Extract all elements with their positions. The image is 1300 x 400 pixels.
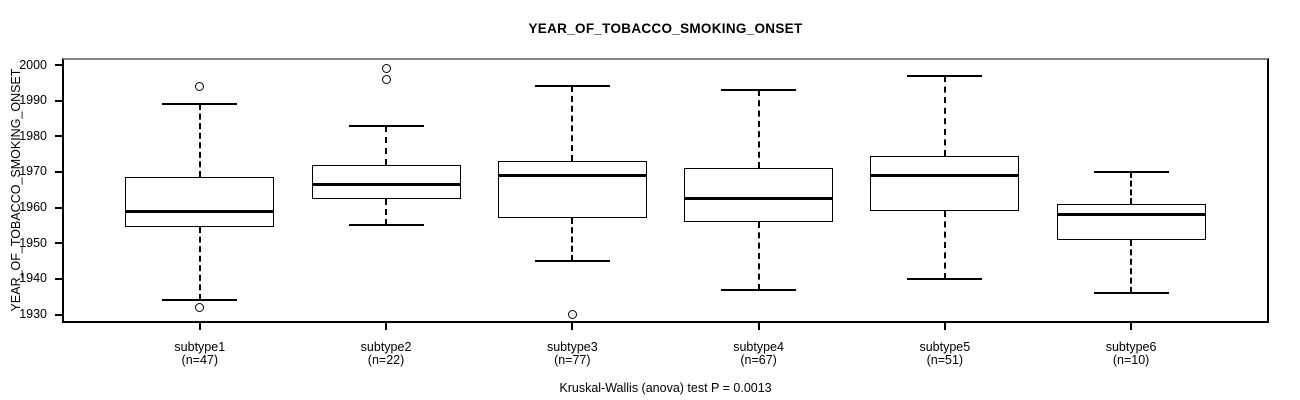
upper-whisker-line [385, 125, 388, 165]
chart-title: YEAR_OF_TOBACCO_SMOKING_ONSET [528, 21, 803, 36]
y-axis-tick-label: 1990 [19, 93, 47, 108]
lower-whisker-cap [721, 288, 797, 291]
iqr-box [497, 161, 647, 219]
y-axis-tick [55, 99, 62, 102]
iqr-box [870, 155, 1020, 212]
outlier-point [381, 74, 391, 84]
group-label: subtype1 (n=47) [120, 341, 280, 367]
group-name: subtype3 [546, 340, 598, 354]
group-label: subtype6 (n=10) [1051, 341, 1211, 367]
upper-whisker-cap [721, 88, 797, 91]
group-name: subtype1 [174, 340, 226, 354]
lower-whisker-line [571, 218, 574, 262]
lower-whisker-line [198, 227, 201, 301]
group-sample-size: (n=47) [181, 353, 219, 367]
outlier-point [195, 81, 205, 91]
x-axis-tick [943, 323, 946, 330]
group-name: subtype6 [1105, 340, 1157, 354]
y-axis-tick-label: 1970 [19, 164, 47, 179]
y-axis-tick [55, 135, 62, 138]
upper-whisker-cap [162, 103, 238, 106]
lower-whisker-line [757, 221, 760, 290]
stat-test-caption: Kruskal-Wallis (anova) test P = 0.0013 [559, 381, 772, 395]
median-line [1056, 213, 1206, 217]
x-axis-tick [198, 323, 201, 330]
iqr-box [311, 164, 461, 199]
upper-whisker-cap [907, 74, 983, 77]
outlier-point [195, 302, 205, 312]
x-axis-tick [757, 323, 760, 330]
y-axis-tick [55, 313, 62, 316]
y-axis-tick [55, 206, 62, 209]
median-line [497, 174, 647, 178]
group-sample-size: (n=22) [367, 353, 405, 367]
group-name: subtype4 [733, 340, 784, 354]
median-line [125, 209, 275, 213]
group-label: subtype4 (n=67) [679, 341, 839, 367]
y-axis-tick-label: 1940 [19, 271, 47, 286]
median-line [870, 174, 1020, 178]
iqr-box [1056, 204, 1206, 240]
lower-whisker-cap [348, 224, 424, 227]
y-axis-tick-label: 1980 [19, 128, 47, 143]
x-axis-tick [385, 323, 388, 330]
upper-whisker-line [198, 104, 201, 178]
upper-whisker-line [1130, 171, 1133, 205]
group-sample-size: (n=67) [740, 353, 777, 367]
lower-whisker-line [1130, 239, 1133, 294]
upper-whisker-cap [534, 85, 610, 88]
lower-whisker-cap [907, 277, 983, 280]
x-axis-tick [1130, 323, 1133, 330]
upper-whisker-cap [1093, 170, 1169, 173]
lower-whisker-cap [534, 260, 610, 263]
upper-whisker-line [757, 89, 760, 169]
iqr-box [125, 177, 275, 228]
lower-whisker-cap [1093, 292, 1169, 295]
outlier-point [381, 64, 391, 74]
group-sample-size: (n=51) [926, 353, 964, 367]
x-axis-tick [571, 323, 574, 330]
upper-whisker-line [943, 75, 946, 156]
lower-whisker-cap [162, 299, 238, 302]
outlier-point [567, 310, 577, 320]
group-name: subtype5 [919, 340, 971, 354]
group-label: subtype5 (n=51) [865, 341, 1025, 367]
iqr-box [684, 168, 834, 222]
group-name: subtype2 [360, 340, 412, 354]
lower-whisker-line [385, 198, 388, 226]
group-label: subtype2 (n=22) [306, 341, 466, 367]
upper-whisker-cap [348, 124, 424, 127]
upper-whisker-line [571, 86, 574, 162]
group-label: subtype3 (n=77) [492, 341, 652, 367]
median-line [684, 197, 834, 201]
y-axis-tick [55, 242, 62, 245]
lower-whisker-line [943, 211, 946, 279]
y-axis-tick [55, 170, 62, 173]
group-sample-size: (n=10) [1112, 353, 1150, 367]
y-axis-tick-label: 2000 [19, 57, 47, 72]
group-sample-size: (n=77) [554, 353, 591, 367]
y-axis-tick [55, 277, 62, 280]
median-line [311, 182, 461, 186]
y-axis-tick-label: 1950 [19, 235, 47, 250]
y-axis-tick-label: 1930 [19, 307, 47, 322]
y-axis-tick-label: 1960 [19, 200, 47, 215]
y-axis-tick [55, 64, 62, 66]
